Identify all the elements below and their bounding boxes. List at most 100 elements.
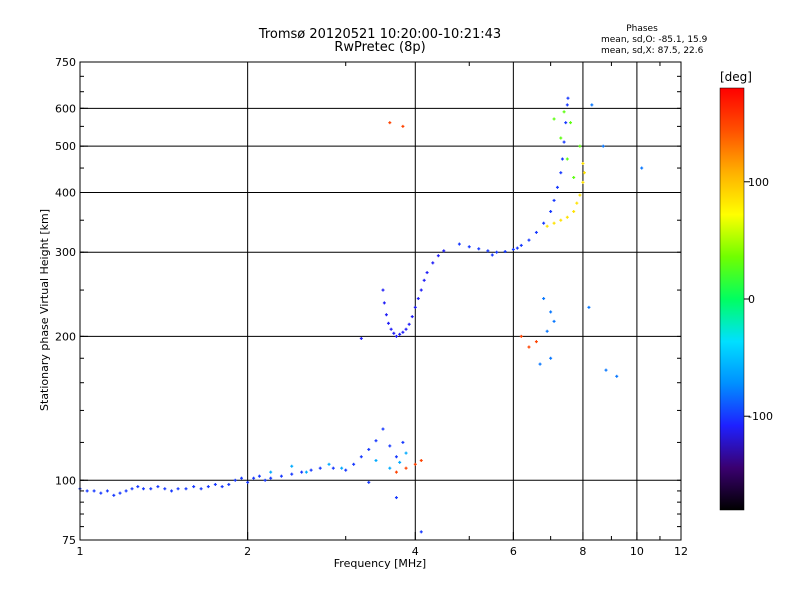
data-point xyxy=(112,493,116,497)
colorbar-tick-label: 100 xyxy=(748,176,769,189)
data-point xyxy=(552,117,556,121)
data-point xyxy=(367,480,371,484)
data-point xyxy=(389,327,393,331)
data-point xyxy=(156,485,160,489)
data-point xyxy=(404,327,408,331)
data-point xyxy=(257,474,261,478)
data-point xyxy=(85,489,89,493)
data-point xyxy=(552,221,556,225)
data-point xyxy=(477,247,481,251)
data-point xyxy=(367,447,371,451)
data-point xyxy=(398,460,402,464)
colorbar-gradient xyxy=(719,87,745,511)
data-point xyxy=(564,121,568,125)
data-point xyxy=(581,161,585,165)
data-point xyxy=(503,250,507,254)
data-point xyxy=(220,485,224,489)
data-point xyxy=(246,480,250,484)
data-point xyxy=(410,315,414,319)
data-point xyxy=(495,250,499,254)
data-point xyxy=(413,305,417,309)
data-point xyxy=(538,362,542,366)
data-point xyxy=(394,455,398,459)
data-point xyxy=(374,439,378,443)
data-point xyxy=(565,215,569,219)
data-point xyxy=(331,466,335,470)
data-point xyxy=(442,249,446,253)
data-point xyxy=(381,427,385,431)
data-point xyxy=(413,462,417,466)
data-point xyxy=(359,455,363,459)
data-point xyxy=(184,487,188,491)
data-point xyxy=(425,271,429,275)
data-point xyxy=(359,336,363,340)
data-point xyxy=(318,466,322,470)
data-point xyxy=(422,278,426,282)
y-tick-label: 600 xyxy=(55,102,76,115)
y-tick-label: 500 xyxy=(55,140,76,153)
data-point xyxy=(416,297,420,301)
data-point xyxy=(141,487,145,491)
data-point xyxy=(344,468,348,472)
data-point xyxy=(340,466,344,470)
data-point xyxy=(227,482,231,486)
data-point xyxy=(394,334,398,338)
data-point xyxy=(566,96,570,100)
y-tick-label: 400 xyxy=(55,186,76,199)
data-point xyxy=(382,301,386,305)
data-point xyxy=(572,210,576,214)
data-point xyxy=(486,249,490,253)
grid-lines xyxy=(80,62,681,540)
data-point xyxy=(562,110,566,114)
data-point xyxy=(587,305,591,309)
data-point xyxy=(552,319,556,323)
data-point xyxy=(149,487,153,491)
colorbar-tick-label: -100 xyxy=(748,410,773,423)
data-point xyxy=(575,201,579,205)
data-point xyxy=(552,198,556,202)
data-point xyxy=(560,157,564,161)
data-point xyxy=(233,478,237,482)
data-point xyxy=(572,175,576,179)
data-point xyxy=(407,322,411,326)
data-point xyxy=(176,487,180,491)
x-axis-label: Frequency [MHz] xyxy=(334,557,426,570)
data-point xyxy=(565,103,569,107)
data-point xyxy=(559,218,563,222)
data-point xyxy=(519,334,523,338)
data-point xyxy=(419,458,423,462)
data-point xyxy=(582,171,586,175)
data-point xyxy=(549,310,553,314)
data-point xyxy=(394,496,398,500)
data-point xyxy=(398,332,402,336)
data-point xyxy=(392,331,396,335)
x-tick-label: 4 xyxy=(412,545,419,558)
phase-legend-title: Phases xyxy=(626,24,658,34)
data-point xyxy=(401,440,405,444)
data-point xyxy=(419,530,423,534)
chart-subtitle: RwPretec (8p) xyxy=(334,40,426,55)
phase-legend-line-o: mean, sd,O: -85.1, 15.9 xyxy=(601,35,708,45)
data-point xyxy=(290,472,294,476)
data-point xyxy=(290,464,294,468)
data-point xyxy=(527,345,531,349)
data-point xyxy=(527,238,531,242)
y-tick-label: 75 xyxy=(62,534,76,547)
data-point xyxy=(534,340,538,344)
data-point xyxy=(381,288,385,292)
data-point xyxy=(279,474,283,478)
data-point xyxy=(404,466,408,470)
y-tick-label: 750 xyxy=(55,56,76,69)
data-point xyxy=(384,313,388,317)
y-tick-label: 300 xyxy=(55,246,76,259)
y-tick-label: 200 xyxy=(55,330,76,343)
data-point xyxy=(581,180,585,184)
data-point xyxy=(601,144,605,148)
data-point xyxy=(388,444,392,448)
data-point xyxy=(269,476,273,480)
data-point xyxy=(559,136,563,140)
data-point xyxy=(199,487,203,491)
colorbar-tick-label: 0 xyxy=(748,293,755,306)
